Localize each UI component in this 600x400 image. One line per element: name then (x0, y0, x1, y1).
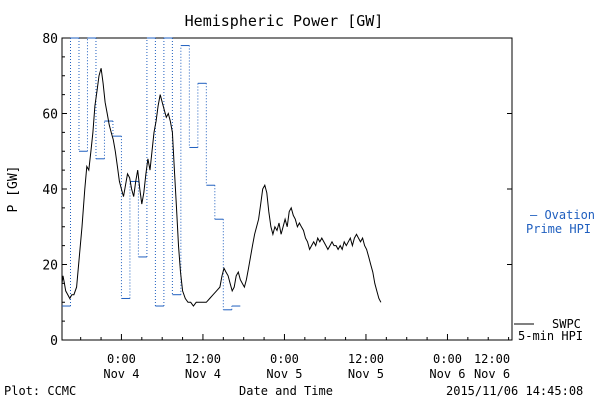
x-tick-label-date: Nov 4 (103, 367, 139, 381)
legend-ovation-line2: Prime HPI (526, 222, 591, 236)
y-axis-label: P [GW] (6, 166, 21, 213)
legend: — Ovation Prime HPI SWPC 5-min HPI (514, 208, 595, 343)
x-tick-label-date: Nov 5 (266, 367, 302, 381)
x-tick-label-date: Nov 4 (185, 367, 221, 381)
x-tick-label-time: 0:00 (270, 352, 299, 366)
x-tick-label-time: 12:00 (348, 352, 384, 366)
legend-swpc-line2: 5-min HPI (518, 329, 583, 343)
x-tick-label-date: Nov 5 (348, 367, 384, 381)
legend-swpc-line1: SWPC (552, 317, 581, 331)
legend-ovation-line1: — Ovation (530, 208, 595, 222)
series-ovation-prime-hpi (62, 37, 241, 311)
y-tick-label: 60 (42, 108, 58, 123)
y-tick-label: 40 (42, 183, 58, 198)
y-tick-label: 0 (50, 334, 58, 349)
x-tick-label-time: 0:00 (433, 352, 462, 366)
chart-title: Hemispheric Power [GW] (185, 12, 384, 30)
swpc-line (61, 68, 382, 307)
x-tick-label-time: 12:00 (185, 352, 221, 366)
series-swpc-5min-hpi (61, 68, 382, 307)
x-tick-label-time: 0:00 (107, 352, 136, 366)
y-tick-label: 20 (42, 259, 58, 274)
x-tick-label-date: Nov 6 (474, 367, 510, 381)
x-tick-label-time: 12:00 (474, 352, 510, 366)
plot-timestamp: 2015/11/06 14:45:08 (446, 384, 583, 398)
plot-credit: Plot: CCMC (4, 384, 76, 398)
y-axis: 0 20 40 60 80 (42, 32, 512, 349)
x-tick-label-date: Nov 6 (429, 367, 465, 381)
y-tick-label: 80 (42, 32, 58, 47)
x-axis-label: Date and Time (239, 384, 333, 398)
